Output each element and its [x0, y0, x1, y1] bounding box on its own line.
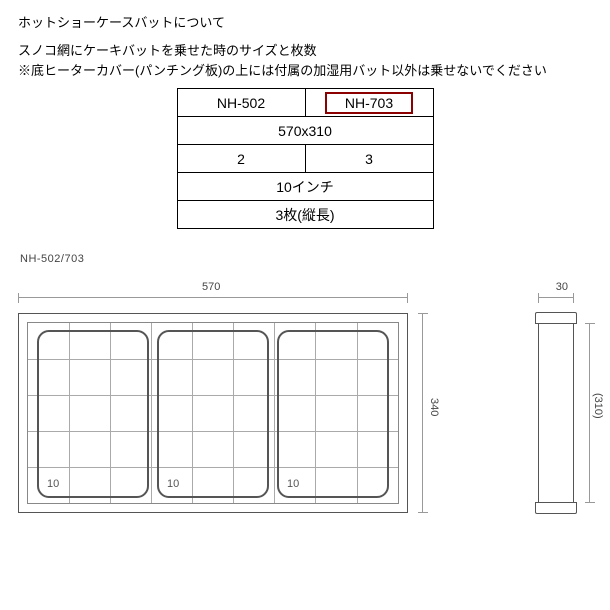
- topview-outline: 10 10 10: [18, 313, 408, 513]
- table-row: 3枚(縦長): [177, 201, 433, 229]
- desc-line-2: ※底ヒーターカバー(パンチング板)の上には付属の加湿用バット以外は乗せないでくだ…: [18, 63, 547, 78]
- cell-inch: 10インチ: [177, 173, 433, 201]
- cell-size: 570x310: [177, 117, 433, 145]
- technical-drawing: NH-502/703 570 10 10 10 340: [18, 253, 592, 533]
- dim-line-side-height: [589, 323, 590, 503]
- tray-1: 10: [37, 330, 149, 498]
- tray-2: 10: [157, 330, 269, 498]
- cell-count-703: 3: [305, 145, 433, 173]
- dim-line-height: [422, 313, 423, 513]
- dim-width-label: 570: [202, 281, 220, 293]
- doc-title: ホットショーケースバットについて: [18, 12, 592, 31]
- doc-description: スノコ網にケーキバットを乗せた時のサイズと枚数 ※底ヒーターカバー(パンチング板…: [18, 41, 592, 80]
- tray-label: 10: [167, 478, 179, 490]
- sideview-outline: [538, 313, 574, 513]
- table-row: 10インチ: [177, 173, 433, 201]
- col-header-nh703: NH-703: [305, 89, 433, 117]
- tray-label: 10: [47, 478, 59, 490]
- highlight-box: NH-703: [325, 92, 413, 114]
- dim-line-side-top: [538, 297, 574, 298]
- cell-sheets: 3枚(縦長): [177, 201, 433, 229]
- tray-3: 10: [277, 330, 389, 498]
- dim-side-height-label: (310): [592, 393, 604, 419]
- dim-side-top-label: 30: [556, 281, 568, 293]
- table-row: 570x310: [177, 117, 433, 145]
- table-row: NH-502 NH-703: [177, 89, 433, 117]
- tray-label: 10: [287, 478, 299, 490]
- cell-count-502: 2: [177, 145, 305, 173]
- table-row: 2 3: [177, 145, 433, 173]
- dim-height-label: 340: [428, 398, 440, 416]
- spec-table: NH-502 NH-703 570x310 2 3 10インチ 3枚(縦長): [177, 88, 434, 229]
- model-label: NH-502/703: [20, 253, 84, 265]
- dim-line-width: [18, 297, 408, 298]
- desc-line-1: スノコ網にケーキバットを乗せた時のサイズと枚数: [18, 43, 317, 58]
- col-header-nh502: NH-502: [177, 89, 305, 117]
